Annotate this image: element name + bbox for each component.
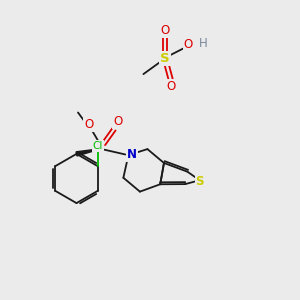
- Text: S: S: [195, 175, 204, 188]
- Text: H: H: [198, 37, 207, 50]
- Text: S: S: [160, 52, 170, 65]
- Text: Cl: Cl: [93, 141, 103, 151]
- Text: O: O: [160, 24, 169, 38]
- Text: O: O: [167, 80, 176, 93]
- Text: N: N: [127, 148, 137, 161]
- Polygon shape: [76, 148, 102, 156]
- Text: O: O: [113, 115, 122, 128]
- Text: O: O: [184, 38, 193, 51]
- Text: O: O: [84, 118, 93, 131]
